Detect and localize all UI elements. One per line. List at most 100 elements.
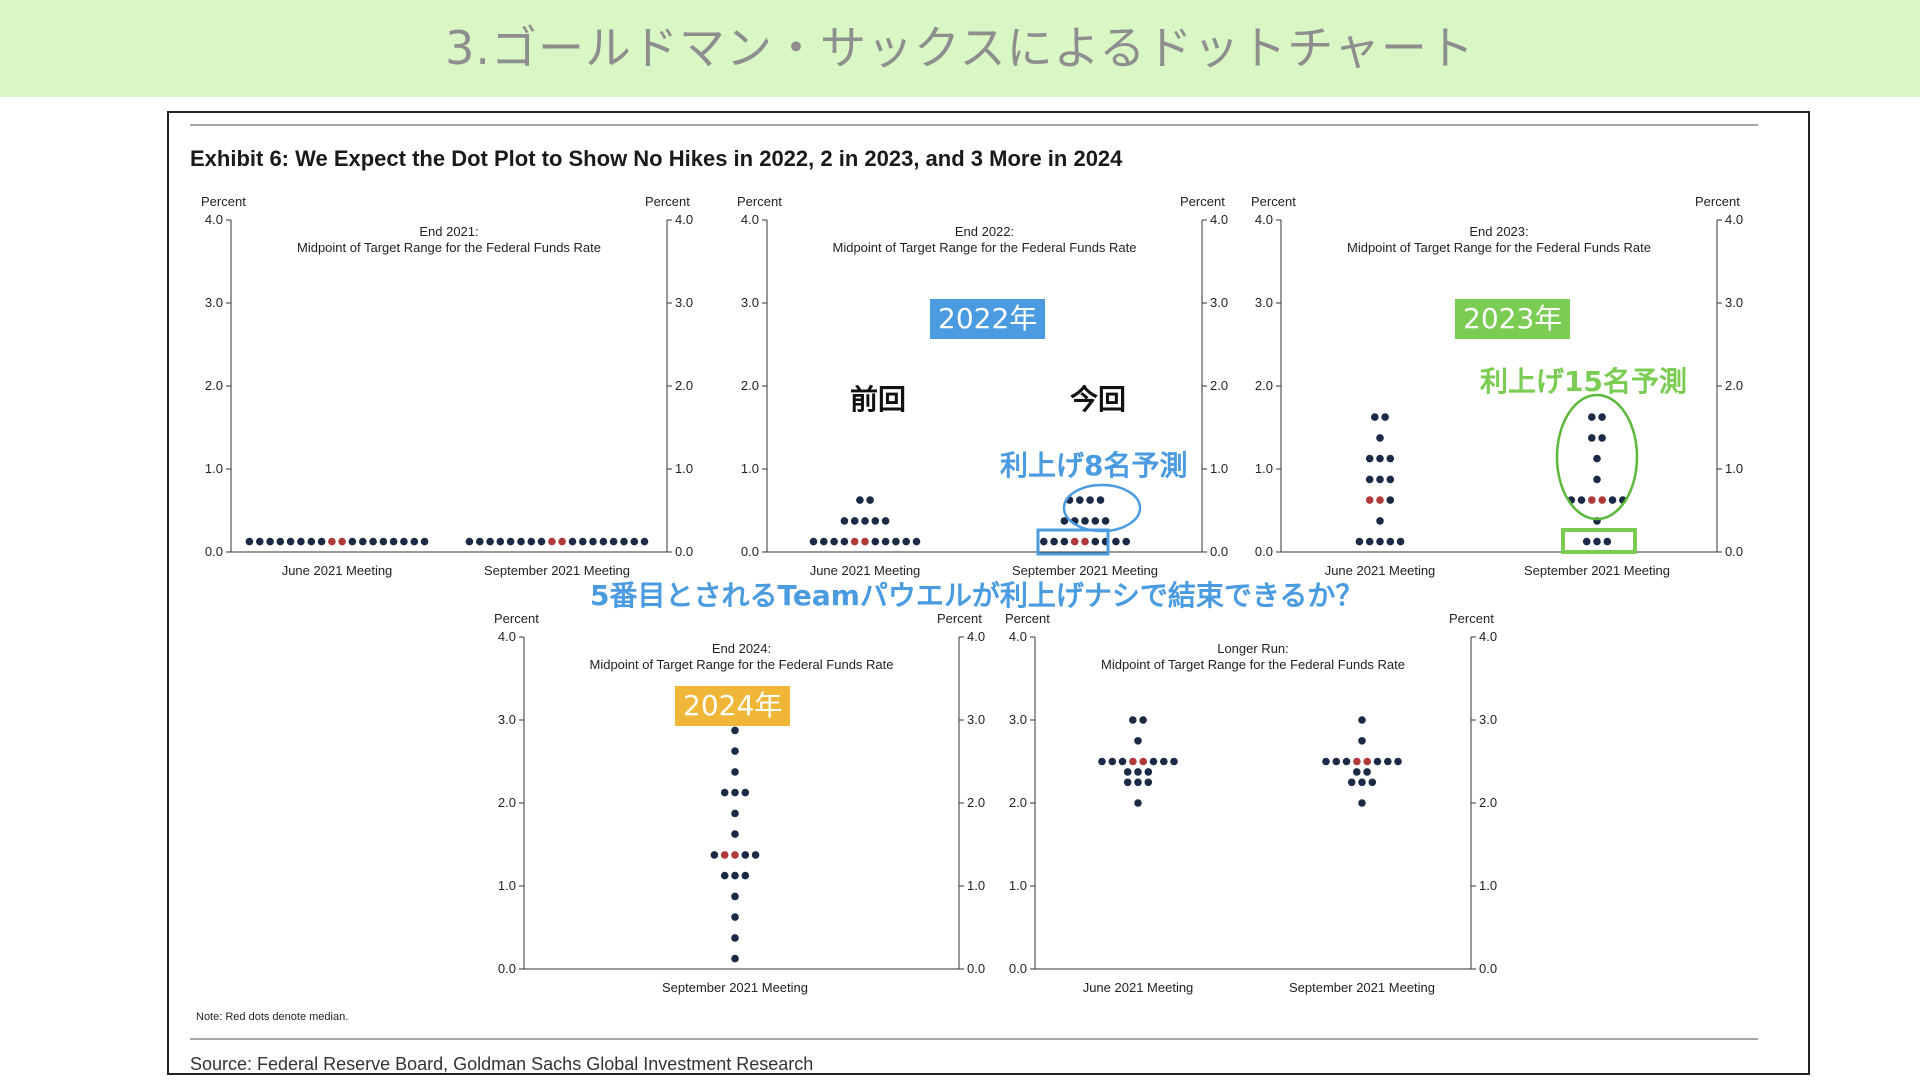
- y-tick-label-left: 3.0: [741, 295, 759, 310]
- data-dot: [731, 892, 739, 901]
- data-dot: [579, 537, 587, 546]
- y-tick-label-right: 0.0: [1479, 961, 1497, 976]
- label-curr: 今回: [1070, 383, 1127, 416]
- median-dot: [1139, 757, 1147, 766]
- data-dot: [410, 537, 419, 546]
- data-dot: [741, 871, 750, 880]
- y-tick-label-right: 2.0: [1725, 378, 1743, 393]
- data-dot: [1091, 517, 1100, 525]
- data-dot: [276, 537, 285, 546]
- median-dot: [731, 851, 739, 859]
- panel-subtitle: Midpoint of Target Range for the Federal…: [297, 240, 601, 255]
- data-dot: [1593, 475, 1601, 484]
- data-dot: [420, 537, 429, 546]
- data-dot: [286, 537, 295, 546]
- data-dot: [1060, 517, 1069, 525]
- data-dot: [1588, 434, 1596, 442]
- exhibit-frame: [167, 111, 1810, 1075]
- tag-2023: 2023年: [1455, 299, 1571, 339]
- y-tick-label-left: 1.0: [1255, 461, 1273, 476]
- data-dot: [255, 537, 264, 546]
- data-dot: [568, 537, 577, 546]
- data-dot: [720, 788, 729, 797]
- data-dot: [1365, 475, 1374, 484]
- chart-note: Note: Red dots denote median.: [196, 1011, 348, 1023]
- data-dot: [1394, 757, 1402, 766]
- data-dot: [1134, 799, 1142, 807]
- data-dot: [1373, 757, 1382, 766]
- hike8-circle: [1062, 483, 1142, 533]
- data-dot: [1363, 768, 1371, 776]
- y-tick-label-left: 0.0: [205, 544, 223, 559]
- median-dot: [1353, 757, 1361, 766]
- median-dot: [1365, 496, 1374, 504]
- data-dot: [1365, 454, 1374, 463]
- data-dot: [1598, 434, 1606, 442]
- data-dot: [1139, 716, 1147, 724]
- y-unit-right: Percent: [1180, 194, 1225, 209]
- data-dot: [866, 496, 874, 504]
- data-dot: [1123, 768, 1132, 776]
- data-dot: [506, 537, 515, 546]
- data-dot: [809, 537, 818, 546]
- data-dot: [731, 871, 739, 880]
- data-dot: [1384, 757, 1392, 766]
- data-dot: [599, 537, 608, 546]
- hike15-circle: [1555, 393, 1639, 521]
- y-tick-label-right: 3.0: [1210, 295, 1228, 310]
- median-dot: [861, 537, 869, 546]
- y-tick-label-left: 0.0: [741, 544, 759, 559]
- data-dot: [1582, 537, 1591, 546]
- y-tick-label-right: 3.0: [1725, 295, 1743, 310]
- data-dot: [1355, 537, 1364, 546]
- data-dot: [731, 830, 739, 838]
- data-dot: [1593, 537, 1601, 546]
- data-dot: [1353, 768, 1361, 776]
- data-dot: [1081, 517, 1089, 525]
- data-dot: [609, 537, 618, 546]
- y-tick-label-right: 3.0: [1479, 712, 1497, 727]
- y-tick-label-right: 2.0: [1479, 795, 1497, 810]
- data-dot: [1118, 757, 1127, 766]
- category-label: September 2021 Meeting: [1524, 563, 1670, 578]
- data-dot: [1376, 517, 1384, 525]
- data-dot: [1040, 537, 1048, 546]
- data-dot: [720, 871, 729, 880]
- label-hike15: 利上げ15名予測: [1480, 365, 1687, 398]
- y-tick-label-right: 0.0: [675, 544, 693, 559]
- y-tick-label-right: 1.0: [967, 878, 985, 893]
- page-title: 3.ゴールドマン・サックスによるドットチャート: [445, 21, 1475, 75]
- data-dot: [850, 517, 859, 525]
- data-dot: [307, 537, 316, 546]
- y-unit-left: Percent: [1251, 194, 1296, 209]
- median-dot: [1081, 537, 1089, 546]
- data-dot: [1347, 778, 1356, 787]
- data-dot: [1365, 537, 1374, 546]
- header-banner: 3.ゴールドマン・サックスによるドットチャート: [0, 0, 1920, 97]
- data-dot: [1376, 434, 1384, 442]
- y-tick-label-left: 4.0: [205, 212, 223, 227]
- category-label: September 2021 Meeting: [1289, 980, 1435, 995]
- data-dot: [245, 537, 254, 546]
- data-dot: [379, 537, 388, 546]
- data-dot: [359, 537, 367, 546]
- data-dot: [1386, 475, 1395, 484]
- y-tick-label-left: 0.0: [498, 961, 516, 976]
- data-dot: [1144, 778, 1153, 787]
- y-unit-left: Percent: [1005, 611, 1050, 626]
- label-hike8: 利上げ8名予測: [1000, 449, 1188, 482]
- label-prev: 前回: [850, 383, 907, 416]
- data-dot: [1386, 537, 1395, 546]
- panel-title: Longer Run:: [1217, 641, 1289, 656]
- data-dot: [1144, 768, 1153, 776]
- y-tick-label-left: 3.0: [205, 295, 223, 310]
- data-dot: [297, 537, 305, 546]
- y-tick-label-right: 3.0: [675, 295, 693, 310]
- data-dot: [902, 537, 910, 546]
- tag-2022: 2022年: [930, 299, 1046, 339]
- data-dot: [1381, 413, 1389, 421]
- y-tick-label-left: 1.0: [1009, 878, 1027, 893]
- data-dot: [710, 851, 719, 859]
- y-tick-label-left: 0.0: [1255, 544, 1273, 559]
- tag-2024: 2024年: [675, 686, 791, 726]
